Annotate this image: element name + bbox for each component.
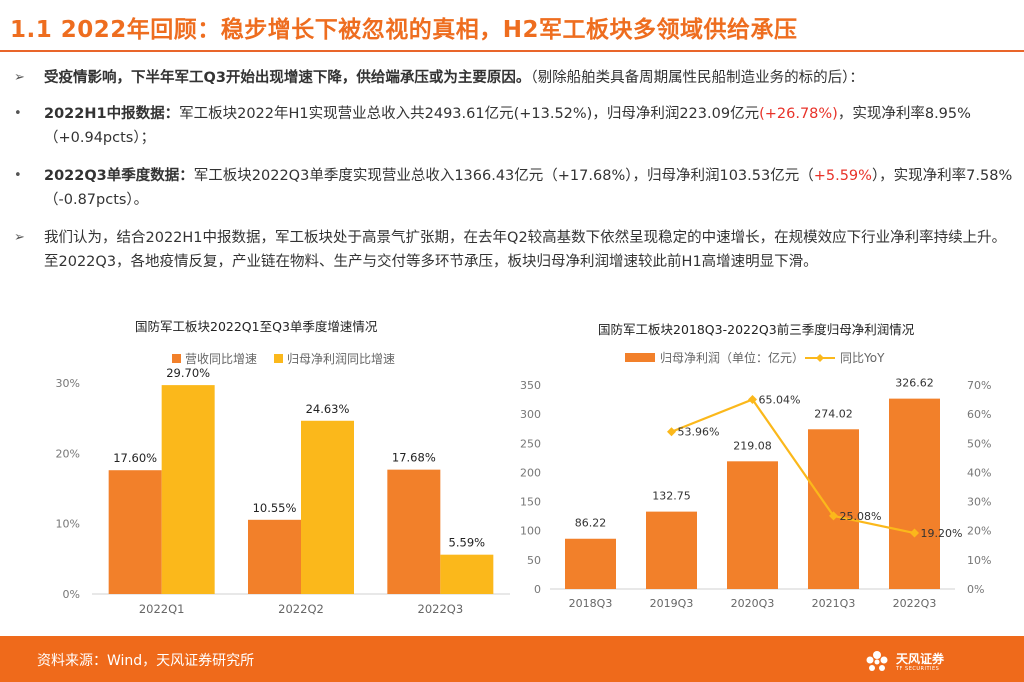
yoy-line <box>671 398 915 535</box>
bar-data-label: 219.08 <box>733 439 772 452</box>
bullet-2-text-a: 军工板块2022年H1实现营业总收入共2493.61亿元(+13.52%)，归母… <box>179 106 760 122</box>
yoy-data-label: 65.04% <box>759 393 801 406</box>
data-label: 24.63% <box>306 402 350 416</box>
legend-marker-line <box>816 354 824 362</box>
yoy-point-2020Q3 <box>748 394 757 404</box>
footer-source: 资料来源：Wind，天风证券研究所 <box>37 653 255 669</box>
y-right-tick-label: 60% <box>967 408 991 421</box>
legend-swatch-2 <box>274 354 283 363</box>
bullet-4: ➢ 我们认为，结合2022H1中报数据，军工板块处于高景气扩张期，在去年Q2较高… <box>14 226 1014 298</box>
bar-data-label: 132.75 <box>652 490 691 503</box>
bullet-3-red: +5.59% <box>813 168 872 184</box>
chart1-revenue-profit-growth: 营收同比增速 归母净利润同比增速 0% 10% 20% 30% 17.60% 29.70% 20… <box>56 352 510 616</box>
yoy-data-label: 19.20% <box>921 527 963 540</box>
title-divider <box>0 50 1024 52</box>
bullet-1: ➢ 受疫情影响，下半年军工Q3开始出现增速下降，供给端承压或为主要原因。（剔除船… <box>14 66 1014 90</box>
footer-bar <box>0 636 1024 682</box>
arrow-bullet-icon: ➢ <box>14 70 25 85</box>
yoy-point-2021Q3 <box>829 511 838 521</box>
bar-2022Q3-s1 <box>387 469 441 594</box>
bar-data-label: 326.62 <box>895 377 934 390</box>
x-tick-label: 2019Q3 <box>650 597 694 610</box>
yoy-point-2022Q3 <box>910 528 919 538</box>
bar-2022Q3-s2 <box>440 554 494 594</box>
bar-2021Q3 <box>808 429 859 589</box>
y-tick-label: 30% <box>56 377 80 390</box>
bar-2022Q3 <box>889 398 940 589</box>
chart1-title: 国防军工板块2022Q1至Q3单季度增速情况 <box>135 319 378 334</box>
legend-label-bars: 归母净利润（单位：亿元） <box>660 350 804 365</box>
y-tick-label: 20% <box>56 447 80 460</box>
y-left-tick-label: 150 <box>520 496 541 509</box>
x-tick-label: 2018Q3 <box>569 597 613 610</box>
y-right-tick-label: 10% <box>967 554 991 567</box>
yoy-data-label: 53.96% <box>678 426 720 439</box>
y-left-tick-label: 50 <box>527 554 541 567</box>
x-tick-label: 2020Q3 <box>731 597 775 610</box>
data-label: 29.70% <box>166 366 210 380</box>
bullet-2-text-b: ，实现净利率8.95%（+0.94pcts）； <box>44 106 971 146</box>
y-left-tick-label: 100 <box>520 525 541 538</box>
bar-2022Q2-s2 <box>301 420 354 594</box>
logo-text: 天风证券 <box>896 652 945 666</box>
bar-2022Q2-s1 <box>248 519 301 594</box>
x-tick-label: 2021Q3 <box>812 597 856 610</box>
bar-2020Q3 <box>727 461 778 589</box>
bullet-2-red: (+26.78%) <box>759 106 838 122</box>
legend-label-line: 同比YoY <box>840 351 885 365</box>
x-tick-label: 2022Q3 <box>893 597 937 610</box>
legend-swatch-bars <box>625 353 655 362</box>
bullet-3: • 2022Q3单季度数据：军工板块2022Q3单季度实现营业总收入1366.4… <box>14 164 1014 212</box>
bullet-3-text-a: 军工板块2022Q3单季度实现营业总收入1366.43亿元（+17.68%），归… <box>193 168 814 184</box>
y-tick-label: 10% <box>56 518 80 531</box>
x-tick-label: 2022Q1 <box>139 602 185 616</box>
page-title: 1.1 2022年回顾：稳步增长下被忽视的真相，H2军工板块多领域供给承压 <box>10 17 798 43</box>
legend-label-1: 营收同比增速 <box>185 352 257 366</box>
y-left-tick-label: 200 <box>520 466 541 479</box>
legend-swatch-1 <box>172 354 181 363</box>
logo-subtext: TF SECURITIES <box>896 666 940 672</box>
bar-2018Q3 <box>565 538 616 589</box>
yoy-point-2019Q3 <box>667 427 676 437</box>
bullet-1-bold: 受疫情影响，下半年军工Q3开始出现增速下降，供给端承压或为主要原因。 <box>44 70 531 86</box>
data-label: 17.60% <box>113 451 157 465</box>
chart2-title: 国防军工板块2018Q3-2022Q3前三季度归母净利润情况 <box>598 322 915 337</box>
y-left-tick-label: 350 <box>520 379 541 392</box>
bullet-2-bold: 2022H1中报数据： <box>44 106 180 122</box>
y-tick-label: 0% <box>63 588 80 601</box>
y-left-tick-label: 0 <box>534 583 541 596</box>
y-right-tick-label: 40% <box>967 466 991 479</box>
bullet-1-text: （剔除船舶类具备周期属性民船制造业务的标的后）： <box>530 70 864 86</box>
y-right-tick-label: 0% <box>967 583 984 596</box>
dot-bullet-icon: • <box>14 106 22 121</box>
bar-data-label: 86.22 <box>575 517 607 530</box>
y-right-tick-label: 70% <box>967 379 991 392</box>
bar-2019Q3 <box>646 511 697 589</box>
dot-bullet-icon: • <box>14 168 22 183</box>
arrow-bullet-icon: ➢ <box>14 230 25 245</box>
bullet-3-bold: 2022Q3单季度数据： <box>44 168 194 184</box>
legend-label-2: 归母净利润同比增速 <box>287 352 395 366</box>
data-label: 17.68% <box>392 451 436 465</box>
y-right-tick-label: 20% <box>967 525 991 538</box>
tf-securities-logo-icon <box>866 651 888 671</box>
bar-2022Q1-s2 <box>161 385 215 594</box>
y-right-tick-label: 30% <box>967 496 991 509</box>
y-left-tick-label: 300 <box>520 408 541 421</box>
bullet-3-text-b: ），实现净利率7.58%（-0.87pcts）。 <box>44 168 1013 208</box>
bar-2022Q1-s1 <box>108 470 162 594</box>
bar-data-label: 274.02 <box>814 407 853 420</box>
data-label: 10.55% <box>253 501 297 515</box>
y-left-tick-label: 250 <box>520 437 541 450</box>
x-tick-label: 2022Q2 <box>278 602 324 616</box>
yoy-data-label: 25.08% <box>840 510 882 523</box>
chart2-net-profit-history: 归母净利润（单位：亿元） 同比YoY 0 50 100 150 200 250 300 350 0%… <box>520 350 991 610</box>
x-tick-label: 2022Q3 <box>418 602 464 616</box>
y-right-tick-label: 50% <box>967 437 991 450</box>
bullet-4-text: 我们认为，结合2022H1中报数据，军工板块处于高景气扩张期，在去年Q2较高基数… <box>44 230 1007 270</box>
bullet-2: • 2022H1中报数据：军工板块2022年H1实现营业总收入共2493.61亿… <box>14 102 1014 150</box>
data-label: 5.59% <box>449 536 486 550</box>
